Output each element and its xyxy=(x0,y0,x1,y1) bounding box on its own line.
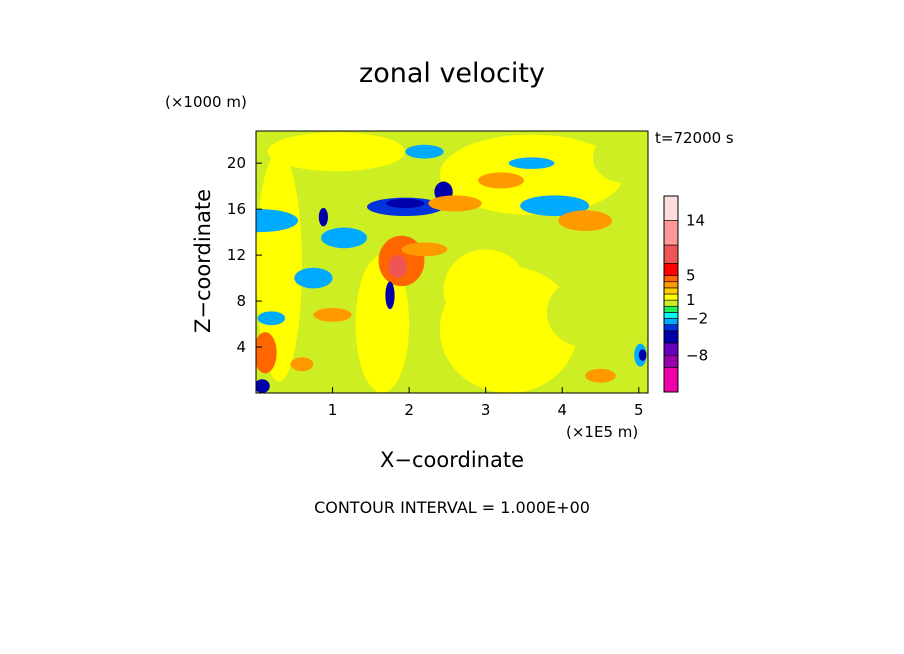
contour-region-18 xyxy=(256,209,299,233)
x-tick-label: 4 xyxy=(557,401,567,419)
contour-region-8 xyxy=(355,255,410,393)
contour-region-10 xyxy=(388,255,407,279)
colorbar-swatch xyxy=(663,244,679,264)
contour-region-23 xyxy=(257,311,286,326)
chart-title: zonal velocity xyxy=(359,58,545,89)
colorbar-swatch xyxy=(663,263,679,276)
colorbar-swatch xyxy=(663,354,679,368)
colorbar-tick-label: 5 xyxy=(686,267,696,285)
contour-region-28 xyxy=(585,368,616,383)
colorbar-swatch xyxy=(663,220,679,246)
colorbar-swatch xyxy=(663,342,679,356)
x-tick-label: 2 xyxy=(404,401,414,419)
colorbar-tick-label: 1 xyxy=(686,291,696,309)
colorbar-swatch xyxy=(663,312,679,319)
contour-region-6 xyxy=(267,132,406,172)
contour-region-26 xyxy=(478,172,524,189)
colorbar-swatch xyxy=(663,367,679,393)
y-tick-label: 4 xyxy=(236,338,246,356)
contour-region-27 xyxy=(428,195,482,212)
x-tick-label: 1 xyxy=(328,401,338,419)
time-label: t=72000 s xyxy=(655,129,734,147)
colorbar-tick-label: −8 xyxy=(686,346,708,364)
y-axis-unit: (×1000 m) xyxy=(165,93,247,111)
contour-region-21 xyxy=(520,195,590,217)
contour-region-24 xyxy=(405,144,444,159)
y-tick-label: 12 xyxy=(227,246,246,264)
colorbar-swatch xyxy=(663,324,679,332)
colorbar-swatch xyxy=(663,318,679,325)
colorbar-swatch xyxy=(663,293,679,301)
plot-frame xyxy=(255,130,649,394)
contour-region-17 xyxy=(256,379,270,393)
x-axis-unit: (×1E5 m) xyxy=(566,423,639,441)
contour-region-22 xyxy=(508,157,555,169)
y-tick-label: 20 xyxy=(227,154,246,172)
contour-region-25 xyxy=(558,210,613,231)
colorbar-swatch xyxy=(663,305,679,313)
contour-region-31 xyxy=(401,242,448,257)
x-tick-label: 3 xyxy=(481,401,491,419)
colorbar-tick-label: −2 xyxy=(686,310,708,328)
contour-region-4 xyxy=(439,134,624,215)
colorbar-frame xyxy=(663,195,679,393)
y-tick-label: 16 xyxy=(227,200,246,218)
colorbar-swatch xyxy=(663,275,679,283)
contour-field xyxy=(256,131,648,393)
contour-region-5 xyxy=(592,132,648,183)
x-axis-label: X−coordinate xyxy=(380,448,524,472)
contour-region-14 xyxy=(385,281,395,310)
contour-region-29 xyxy=(290,357,314,372)
x-ticks: 1 2 3 4 5 xyxy=(328,387,644,419)
contour-region-11 xyxy=(256,332,277,374)
colorbar-swatch xyxy=(663,330,679,344)
contour-region-19 xyxy=(321,227,368,249)
contour-region-33 xyxy=(638,349,647,361)
x-tick-label: 5 xyxy=(634,401,644,419)
contour-region-13 xyxy=(386,198,425,208)
colorbar-swatch xyxy=(663,195,679,221)
colorbar-swatch xyxy=(663,287,679,295)
contour-region-15 xyxy=(318,207,328,227)
y-ticks: 4 8 12 16 20 xyxy=(227,154,262,356)
contour-region-30 xyxy=(313,307,352,322)
y-tick-label: 8 xyxy=(236,292,246,310)
contour-region-2 xyxy=(443,249,528,330)
colorbar: 14 5 1−2 −8 xyxy=(663,195,708,393)
colorbar-swatch xyxy=(663,281,679,289)
contour-region-20 xyxy=(294,267,333,289)
contour-interval-label: CONTOUR INTERVAL = 1.000E+00 xyxy=(314,498,590,517)
contour-region-3 xyxy=(546,278,624,348)
colorbar-swatch xyxy=(663,299,679,307)
colorbar-tick-label: 14 xyxy=(686,212,705,230)
